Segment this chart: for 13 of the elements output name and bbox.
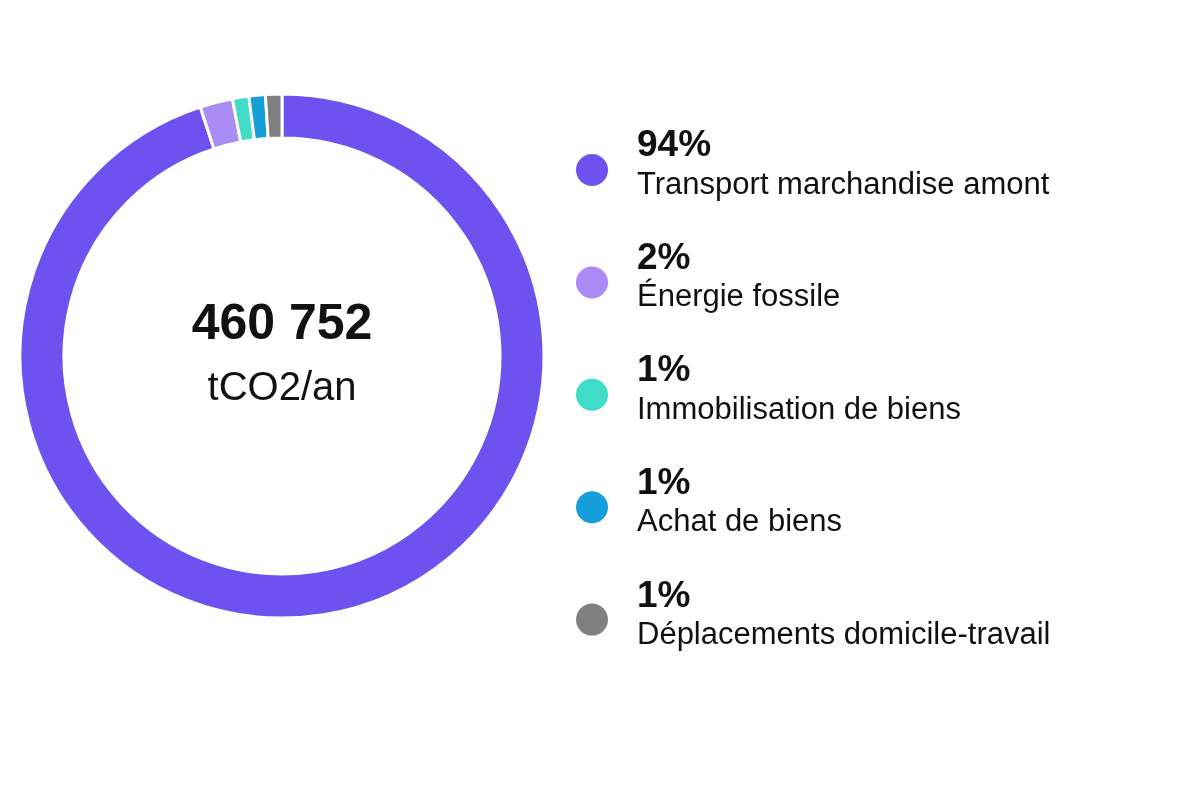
data-label: 1% — [637, 348, 691, 390]
legend-label: Déplacements domicile-travail — [637, 615, 1051, 651]
data-label: 94% — [637, 123, 712, 164]
legend-label: Immobilisation de biens — [637, 390, 961, 426]
legend-label: Achat de biens — [637, 503, 843, 539]
donut-slice — [18, 92, 546, 620]
text: 460 752 — [191, 294, 373, 350]
data-label: 2% — [637, 235, 691, 277]
text: tCO2/an — [207, 364, 357, 408]
legend-label: Transport marchandise amont — [637, 166, 1050, 201]
data-label: 1% — [637, 461, 691, 503]
data-label: 1% — [637, 573, 691, 615]
legend-label: Énergie fossile — [637, 278, 841, 314]
